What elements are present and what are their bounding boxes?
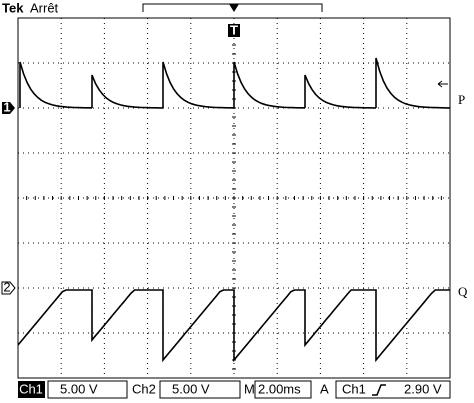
status: Arrêt: [30, 0, 59, 15]
trigger-marker: [228, 24, 240, 37]
ch1-marker-label: 1: [3, 99, 10, 114]
time-scale: 2.00ms: [258, 381, 301, 396]
trigger-level: 2.90 V: [404, 381, 442, 396]
trigger-slope: [372, 384, 386, 396]
ch2-marker: [1, 281, 16, 295]
trigger-position: [229, 4, 239, 12]
ch2-marker-label: 2: [3, 279, 10, 294]
trigger-source: Ch1: [342, 381, 366, 396]
ch1-marker: [2, 102, 15, 114]
trigger-mode: A: [320, 381, 329, 396]
ch2-scale: 5.00 V: [172, 381, 210, 396]
trigger-box: [335, 380, 451, 399]
ch1-label: Ch1: [19, 381, 43, 396]
graticule: [17, 17, 451, 379]
ch1-badge: [18, 381, 45, 398]
ch1-scale: 5.00 V: [60, 381, 98, 396]
trace-p: [19, 57, 450, 109]
trigger-level-arrow: [437, 80, 448, 88]
ch1-scale-box: [47, 380, 128, 399]
ch2-scale-box: [159, 380, 241, 399]
trace-q-label: Q: [458, 284, 468, 299]
ch2-label: Ch2: [132, 381, 156, 396]
trace-p-label: P: [458, 92, 465, 107]
brand: Tek: [2, 0, 24, 15]
time-label: M: [244, 381, 255, 396]
trigger-marker-label: T: [230, 22, 238, 37]
trace-q: [17, 289, 450, 363]
time-scale-box: [254, 380, 312, 399]
